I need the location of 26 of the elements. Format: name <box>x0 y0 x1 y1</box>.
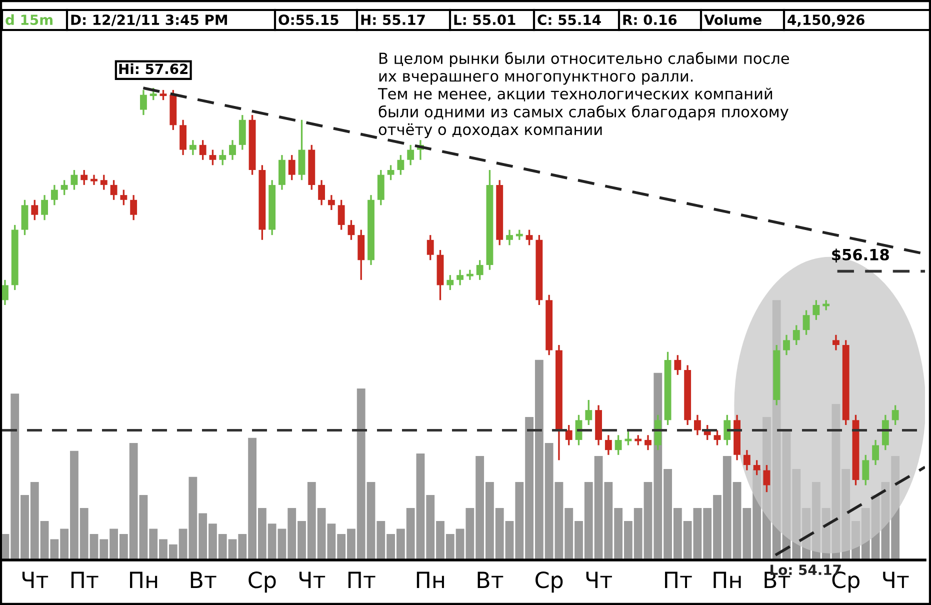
text: Volume <box>704 14 762 26</box>
x-tick-label: Ср <box>248 572 276 593</box>
x-tick-label: Пт <box>71 572 98 588</box>
x-tick-label: Пн <box>130 572 158 588</box>
x-tick-label: Ср <box>536 572 563 593</box>
text: Hi: 57.62 <box>119 63 188 74</box>
text: L: 55.01 <box>454 14 516 26</box>
x-tick-label: Пт <box>665 572 692 588</box>
text: D: 12/21/11 3:45 PM <box>71 14 227 26</box>
text: O:55.15 <box>278 14 338 26</box>
text: H: 55.17 <box>361 14 425 26</box>
x-tick-label: Чт <box>883 572 909 588</box>
x-tick-label: Чт <box>586 572 612 588</box>
annotation: В целом рынки были относительно слабыми после их вчерашнего многопунктного ралли. Тем не менее, акции технологических компаний были одними из самых слабых благодаря плохому отчёту о доходах компании <box>378 52 790 138</box>
text: 4,150,926 <box>788 14 864 27</box>
x-tick-label: Пн <box>714 572 741 588</box>
x-tick-label: Чт <box>22 572 48 588</box>
x-tick-label: Чт <box>299 572 326 588</box>
text: C: 55.14 <box>538 14 601 26</box>
x-tick-label: Вт <box>190 572 216 588</box>
x-tick-label: Пт <box>348 572 376 588</box>
x-tick-label: Вт <box>478 572 504 588</box>
text: d 15m <box>6 14 52 26</box>
annotation: $56.18 <box>832 248 889 262</box>
text: R: 0.16 <box>623 14 677 26</box>
x-tick-label: Пн <box>416 572 444 588</box>
